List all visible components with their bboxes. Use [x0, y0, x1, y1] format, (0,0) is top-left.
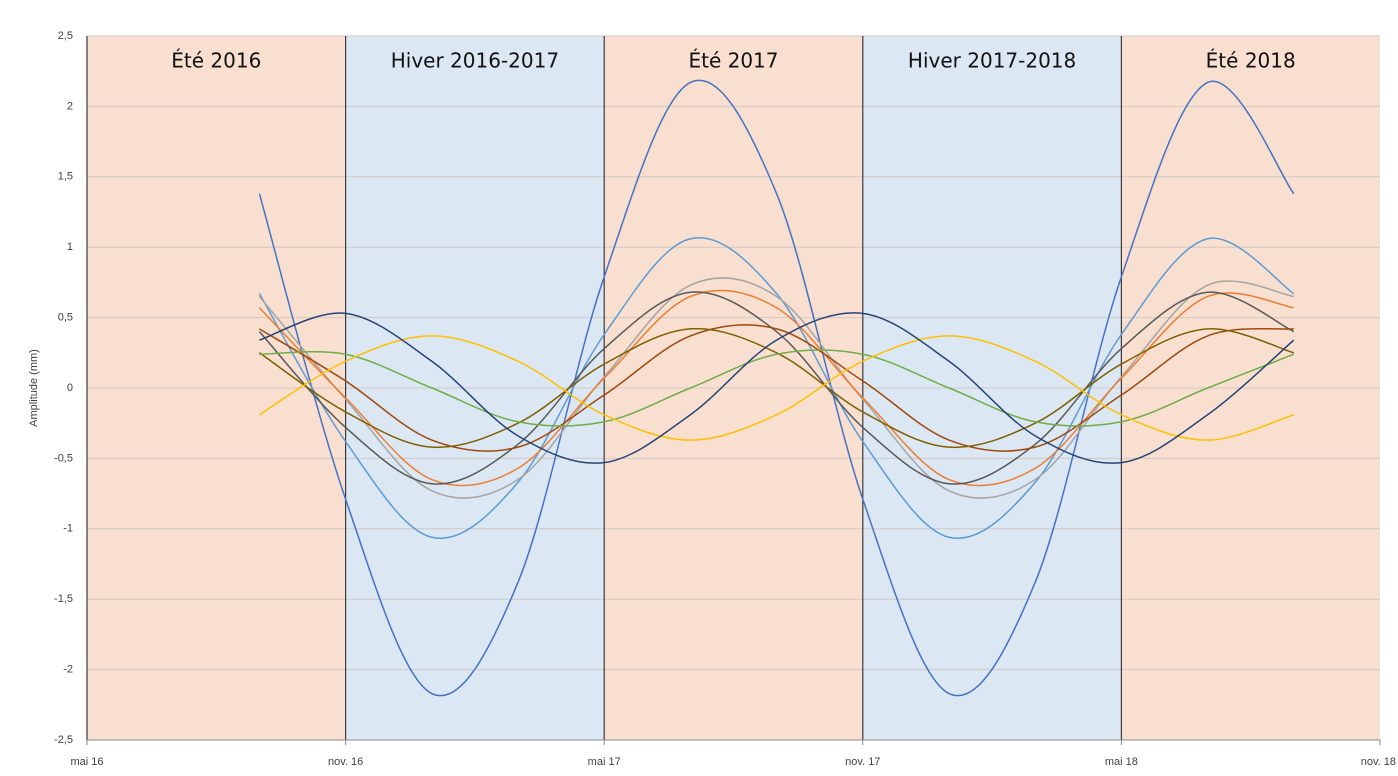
series-line — [258, 291, 1295, 485]
series-line — [258, 327, 1295, 449]
y-tick-label: -2,5 — [54, 734, 73, 746]
x-tick-label: mai 16 — [70, 756, 103, 768]
x-tick-label: mai 18 — [1105, 756, 1138, 768]
y-tick-label: 2 — [67, 100, 73, 112]
series-line — [259, 312, 1295, 464]
season-label: Été 2018 — [1206, 49, 1296, 73]
season-label: Été 2017 — [688, 49, 778, 73]
y-tick-label: -0,5 — [54, 452, 73, 464]
season-label: Hiver 2017-2018 — [908, 49, 1076, 73]
y-tick-label: 0 — [67, 382, 73, 394]
y-tick-label: -2 — [63, 664, 73, 676]
season-label: Été 2016 — [171, 49, 261, 73]
series-line — [258, 79, 1295, 697]
y-tick-label: 1,5 — [58, 171, 73, 183]
series-line — [258, 236, 1295, 540]
series-line — [259, 335, 1295, 441]
y-axis-label: Amplitude (mm) — [28, 349, 40, 427]
season-label: Hiver 2016-2017 — [391, 49, 559, 73]
x-tick-label: mai 17 — [588, 756, 621, 768]
series-line — [258, 289, 1294, 487]
x-tick-label: nov. 17 — [845, 756, 880, 768]
y-tick-label: -1 — [63, 523, 73, 535]
series-line — [259, 349, 1295, 427]
y-tick-label: 0,5 — [58, 312, 73, 324]
series-line — [258, 277, 1294, 499]
x-tick-label: nov. 18 — [1361, 756, 1396, 768]
series-line — [259, 324, 1294, 452]
y-tick-label: -1,5 — [54, 593, 73, 605]
y-tick-label: 1 — [67, 241, 73, 253]
y-tick-label: 2,5 — [58, 30, 73, 42]
x-tick-label: nov. 16 — [328, 756, 363, 768]
